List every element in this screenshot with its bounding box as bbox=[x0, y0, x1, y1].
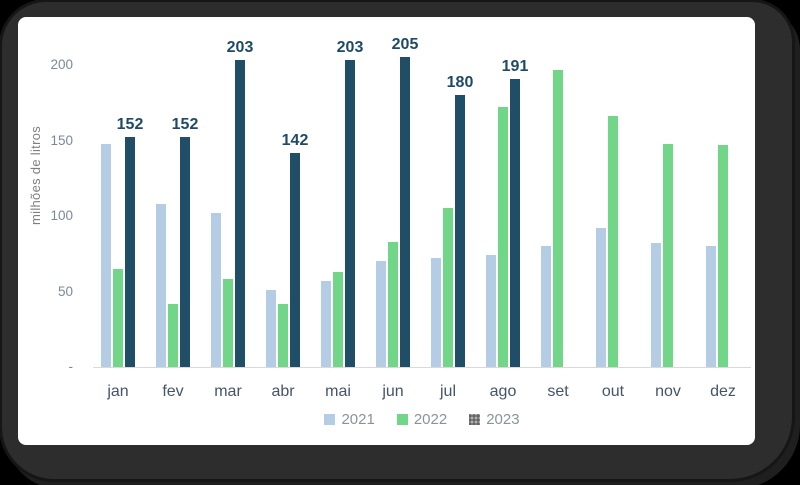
bar-group-jul: 180 bbox=[420, 17, 476, 367]
bar-group-jun: 205 bbox=[365, 17, 421, 367]
x-label-ago: ago bbox=[489, 383, 517, 400]
bar-group-ago: 191 bbox=[475, 17, 531, 367]
bar-2022-nov bbox=[663, 144, 673, 367]
value-label-2023-ago: 191 bbox=[501, 57, 529, 75]
bar-2022-mai bbox=[333, 272, 343, 367]
bar-group-out bbox=[585, 17, 641, 367]
bar-2021-nov bbox=[651, 243, 661, 367]
x-label-mar: mar bbox=[214, 383, 242, 400]
bar-2022-out bbox=[608, 116, 618, 367]
x-label-out: out bbox=[601, 383, 625, 400]
bar-2023-jan bbox=[125, 137, 135, 367]
bar-2022-mar bbox=[223, 279, 233, 367]
bar-2022-set bbox=[553, 70, 563, 367]
bar-group-abr: 142 bbox=[255, 17, 311, 367]
x-label-jul: jul bbox=[439, 383, 456, 400]
bar-2022-dez bbox=[718, 145, 728, 367]
bar-2021-fev bbox=[156, 204, 166, 367]
bar-2023-ago bbox=[510, 79, 520, 367]
legend: 2021 2022 2023 bbox=[93, 409, 751, 429]
bar-2023-mai bbox=[345, 60, 355, 367]
bar-2022-jun bbox=[388, 242, 398, 367]
legend-item-2021: 2021 bbox=[324, 410, 375, 428]
bar-2021-ago bbox=[486, 255, 496, 367]
bar-group-mar: 203 bbox=[200, 17, 256, 367]
legend-label-2022: 2022 bbox=[413, 410, 448, 428]
legend-item-2023: 2023 bbox=[469, 410, 520, 428]
legend-marker-2021-icon bbox=[324, 413, 336, 425]
bar-2021-jun bbox=[376, 261, 386, 367]
legend-marker-2023-icon bbox=[469, 413, 481, 425]
x-label-jan: jan bbox=[107, 383, 129, 400]
bar-2022-abr bbox=[278, 304, 288, 367]
bar-group-mai: 203 bbox=[310, 17, 366, 367]
legend-marker-2022-icon bbox=[396, 413, 408, 425]
x-label-fev: fev bbox=[162, 383, 184, 400]
bar-group-dez bbox=[695, 17, 751, 367]
y-tick-100: 100 bbox=[50, 208, 73, 223]
bar-group-nov bbox=[640, 17, 696, 367]
bar-2023-jun bbox=[400, 57, 410, 367]
bar-group-set bbox=[530, 17, 586, 367]
y-tick-200: 200 bbox=[50, 57, 73, 72]
bar-2023-fev bbox=[180, 137, 190, 367]
x-label-jun: jun bbox=[382, 383, 404, 400]
bar-2022-ago bbox=[498, 107, 508, 367]
bar-group-jan: 152 bbox=[90, 17, 146, 367]
legend-label-2023: 2023 bbox=[486, 410, 520, 428]
bar-2023-abr bbox=[290, 153, 300, 367]
value-label-2023-mar: 203 bbox=[226, 39, 254, 57]
bar-2022-jan bbox=[113, 269, 123, 367]
y-tick-50: 50 bbox=[57, 283, 73, 299]
bar-2022-jul bbox=[443, 208, 453, 367]
value-label-2023-jan: 152 bbox=[116, 116, 144, 134]
x-label-mai: mai bbox=[325, 383, 351, 400]
x-label-set: set bbox=[547, 383, 569, 400]
value-label-2023-mai: 203 bbox=[336, 39, 364, 57]
bar-group-fev: 152 bbox=[145, 17, 201, 367]
legend-item-2022: 2022 bbox=[396, 410, 448, 428]
bar-2021-mar bbox=[211, 213, 221, 367]
bar-2021-dez bbox=[706, 246, 716, 367]
legend-label-2021: 2021 bbox=[341, 410, 375, 428]
bar-2023-jul bbox=[455, 95, 465, 367]
chart-card: milhões de litros 2021 2022 2023 200 150 100… bbox=[18, 17, 755, 445]
bar-2023-mar bbox=[235, 60, 245, 367]
bar-2021-set bbox=[541, 246, 551, 367]
bar-2021-jan bbox=[101, 144, 111, 367]
value-label-2023-jun: 205 bbox=[391, 36, 419, 54]
bar-2021-out bbox=[596, 228, 606, 367]
bar-2021-abr bbox=[266, 290, 276, 367]
x-label-dez: dez bbox=[710, 383, 736, 400]
bar-2022-fev bbox=[168, 304, 178, 367]
bar-2021-mai bbox=[321, 281, 331, 367]
x-label-nov: nov bbox=[655, 383, 681, 400]
value-label-2023-fev: 152 bbox=[171, 116, 199, 134]
x-axis-line bbox=[93, 367, 751, 368]
y-tick-150: 150 bbox=[50, 132, 73, 148]
value-label-2023-jul: 180 bbox=[446, 74, 474, 92]
y-tick-zero: - bbox=[68, 359, 74, 374]
value-label-2023-abr: 142 bbox=[281, 131, 309, 149]
window-frame: milhões de litros 2021 2022 2023 200 150 100… bbox=[2, 2, 792, 479]
x-label-abr: abr bbox=[271, 383, 295, 400]
bar-2021-jul bbox=[431, 258, 441, 367]
